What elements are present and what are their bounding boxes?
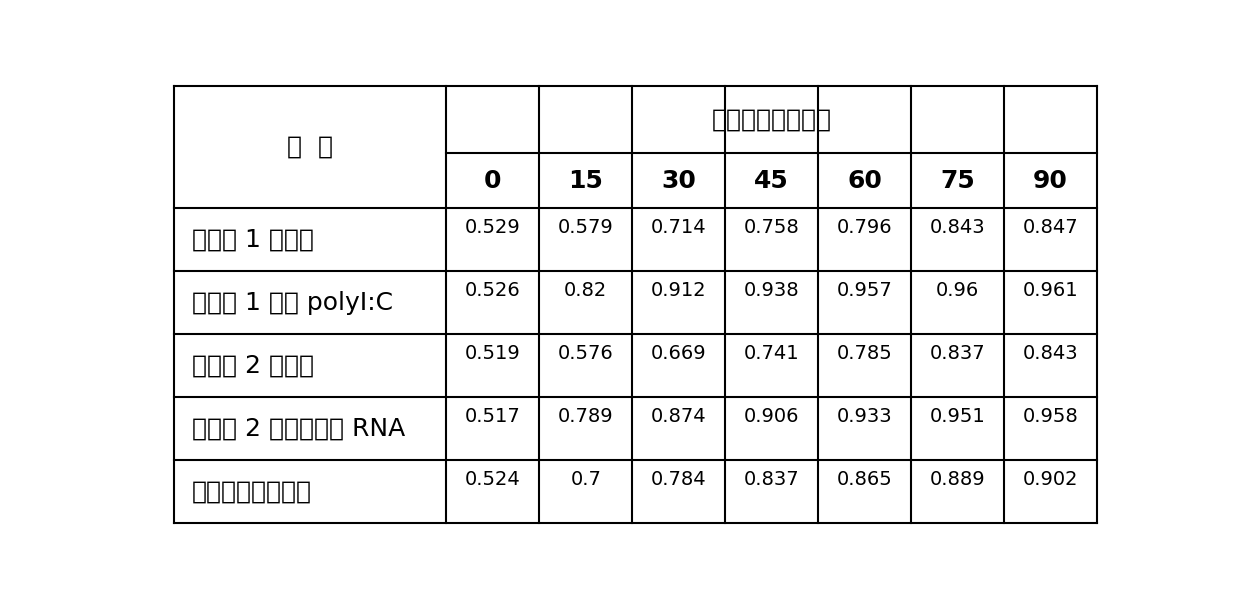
Text: 0.517: 0.517: [465, 407, 521, 426]
Text: 0.843: 0.843: [930, 218, 986, 237]
Text: 实施例 1 复合物: 实施例 1 复合物: [191, 228, 314, 252]
Text: 0.843: 0.843: [1023, 344, 1078, 363]
Text: 0.519: 0.519: [465, 344, 521, 363]
Text: 0.579: 0.579: [558, 218, 614, 237]
Text: 0.961: 0.961: [1023, 281, 1078, 300]
Text: 75: 75: [940, 169, 975, 193]
Text: 0.758: 0.758: [744, 218, 800, 237]
Text: 市售聚肌胞对照组: 市售聚肌胞对照组: [191, 480, 311, 504]
Text: 0.714: 0.714: [651, 218, 707, 237]
Text: 0.957: 0.957: [837, 281, 893, 300]
Text: 0: 0: [484, 169, 502, 193]
Text: 0.837: 0.837: [744, 470, 800, 489]
Text: 60: 60: [847, 169, 882, 193]
Text: 0.865: 0.865: [837, 470, 893, 489]
Text: 15: 15: [568, 169, 603, 193]
Text: 0.789: 0.789: [558, 407, 614, 426]
Text: 0.837: 0.837: [930, 344, 986, 363]
Text: 0.951: 0.951: [930, 407, 986, 426]
Text: 0.96: 0.96: [936, 281, 980, 300]
Text: 实施例 1 单纯 polyI:C: 实施例 1 单纯 polyI:C: [191, 291, 393, 315]
Text: 0.874: 0.874: [651, 407, 707, 426]
Text: 0.847: 0.847: [1023, 218, 1078, 237]
Text: 0.529: 0.529: [465, 218, 521, 237]
Text: 0.958: 0.958: [1023, 407, 1079, 426]
Text: 0.576: 0.576: [558, 344, 614, 363]
Text: 90: 90: [1033, 169, 1068, 193]
Text: 实施例 2 法氏囊病毒 RNA: 实施例 2 法氏囊病毒 RNA: [191, 417, 404, 441]
Text: 30: 30: [661, 169, 696, 193]
Text: 45: 45: [754, 169, 789, 193]
Text: 0.902: 0.902: [1023, 470, 1078, 489]
Text: 检测时间（分钟）: 检测时间（分钟）: [712, 108, 832, 132]
Text: 0.933: 0.933: [837, 407, 893, 426]
Text: 0.785: 0.785: [837, 344, 893, 363]
Text: 组  别: 组 别: [288, 135, 334, 159]
Text: 0.796: 0.796: [837, 218, 893, 237]
Text: 0.82: 0.82: [564, 281, 608, 300]
Text: 0.524: 0.524: [465, 470, 521, 489]
Text: 0.906: 0.906: [744, 407, 800, 426]
Text: 0.938: 0.938: [744, 281, 800, 300]
Text: 0.526: 0.526: [465, 281, 521, 300]
Text: 0.741: 0.741: [744, 344, 800, 363]
Text: 0.784: 0.784: [651, 470, 707, 489]
Text: 实施例 2 复合物: 实施例 2 复合物: [191, 353, 314, 377]
Text: 0.669: 0.669: [651, 344, 707, 363]
Text: 0.7: 0.7: [570, 470, 601, 489]
Text: 0.912: 0.912: [651, 281, 707, 300]
Text: 0.889: 0.889: [930, 470, 986, 489]
